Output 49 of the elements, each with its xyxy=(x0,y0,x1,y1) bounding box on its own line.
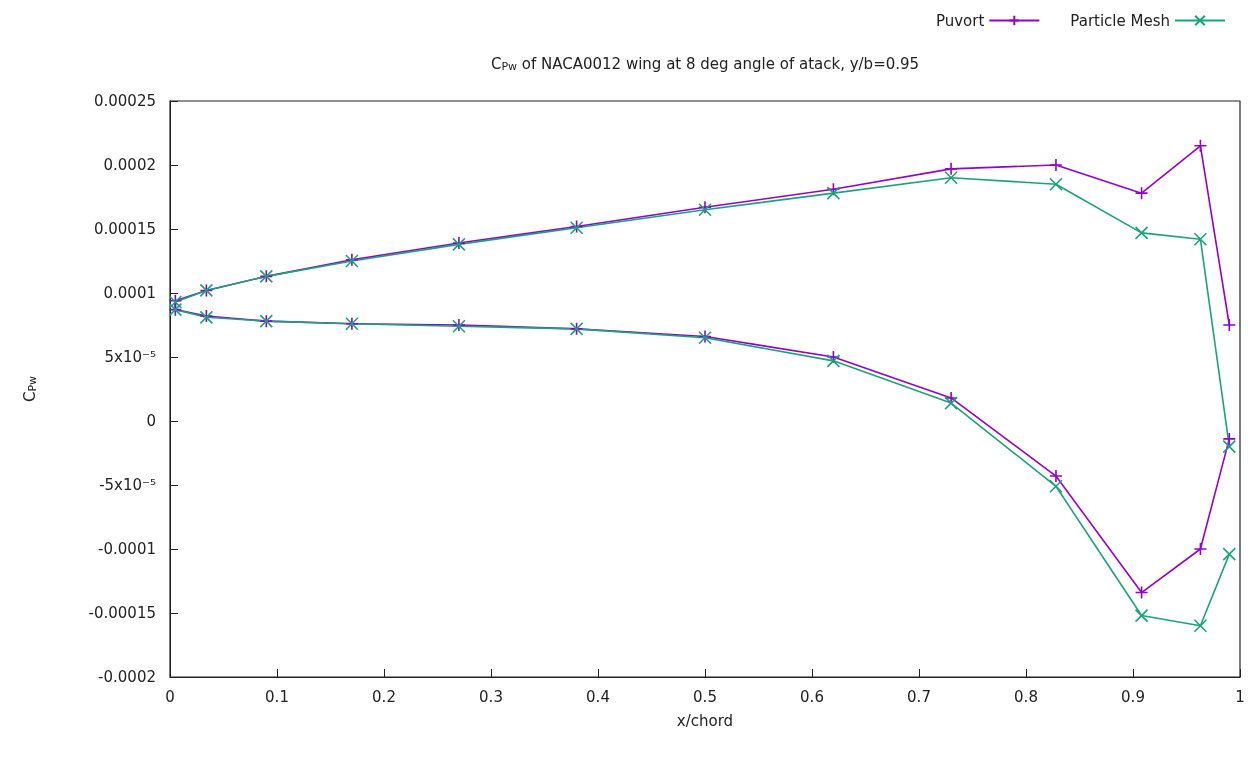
point xyxy=(1049,469,1063,483)
y-tick-label: 0.0001 xyxy=(103,284,156,302)
chart-title: CPw of NACA0012 wing at 8 deg angle of atack, y/b=0.95 xyxy=(490,54,920,73)
point xyxy=(944,162,958,176)
point xyxy=(1049,177,1063,191)
point xyxy=(1134,585,1149,600)
x-tick-label: 0.9 xyxy=(1121,687,1145,706)
x-tick-label: 0.1 xyxy=(265,687,289,706)
point xyxy=(826,354,841,368)
point xyxy=(1193,139,1208,153)
point xyxy=(826,350,841,364)
point xyxy=(1222,547,1237,561)
point xyxy=(1222,318,1237,332)
point xyxy=(826,186,841,200)
y-tick-label: 0 xyxy=(146,412,156,430)
x-tick-label: 0 xyxy=(165,687,175,706)
y-axis-title: CPw xyxy=(20,375,39,403)
point xyxy=(1193,542,1208,556)
x-tick-label: 0.5 xyxy=(693,687,717,706)
point xyxy=(1222,432,1237,446)
x-tick-label: 0.4 xyxy=(586,687,610,706)
y-tick-label: 0.00015 xyxy=(93,220,156,238)
point xyxy=(944,396,958,410)
point xyxy=(1134,226,1149,240)
point xyxy=(1193,619,1208,633)
point xyxy=(1193,232,1208,247)
x-axis-title: x/chord xyxy=(676,711,734,730)
legend-label: Puvort xyxy=(935,11,985,30)
x-tick-label: 0.6 xyxy=(800,687,824,706)
point xyxy=(944,171,958,185)
x-tick-label: 0.8 xyxy=(1014,687,1038,706)
y-tick-label: -5x10⁻⁵ xyxy=(99,476,156,494)
x-tick-label: 0.2 xyxy=(372,687,396,706)
legend-label: Particle Mesh xyxy=(1070,11,1170,30)
point xyxy=(1134,186,1149,200)
point xyxy=(826,182,841,197)
point xyxy=(1049,158,1063,172)
point xyxy=(1222,439,1237,454)
x-tick-label: 1 xyxy=(1235,687,1245,706)
point xyxy=(1134,608,1149,623)
y-tick-label: 0.00025 xyxy=(93,92,156,110)
y-tick-label: -0.0002 xyxy=(98,668,156,686)
x-tick-label: 0.3 xyxy=(479,687,503,706)
x-tick-label: 0.7 xyxy=(907,687,931,706)
y-tick-label: 5x10⁻⁵ xyxy=(104,348,156,366)
point xyxy=(1049,479,1063,494)
y-tick-label: 0.0002 xyxy=(103,156,156,174)
y-tick-label: -0.0001 xyxy=(98,540,156,558)
y-tick-label: -0.00015 xyxy=(88,604,156,622)
